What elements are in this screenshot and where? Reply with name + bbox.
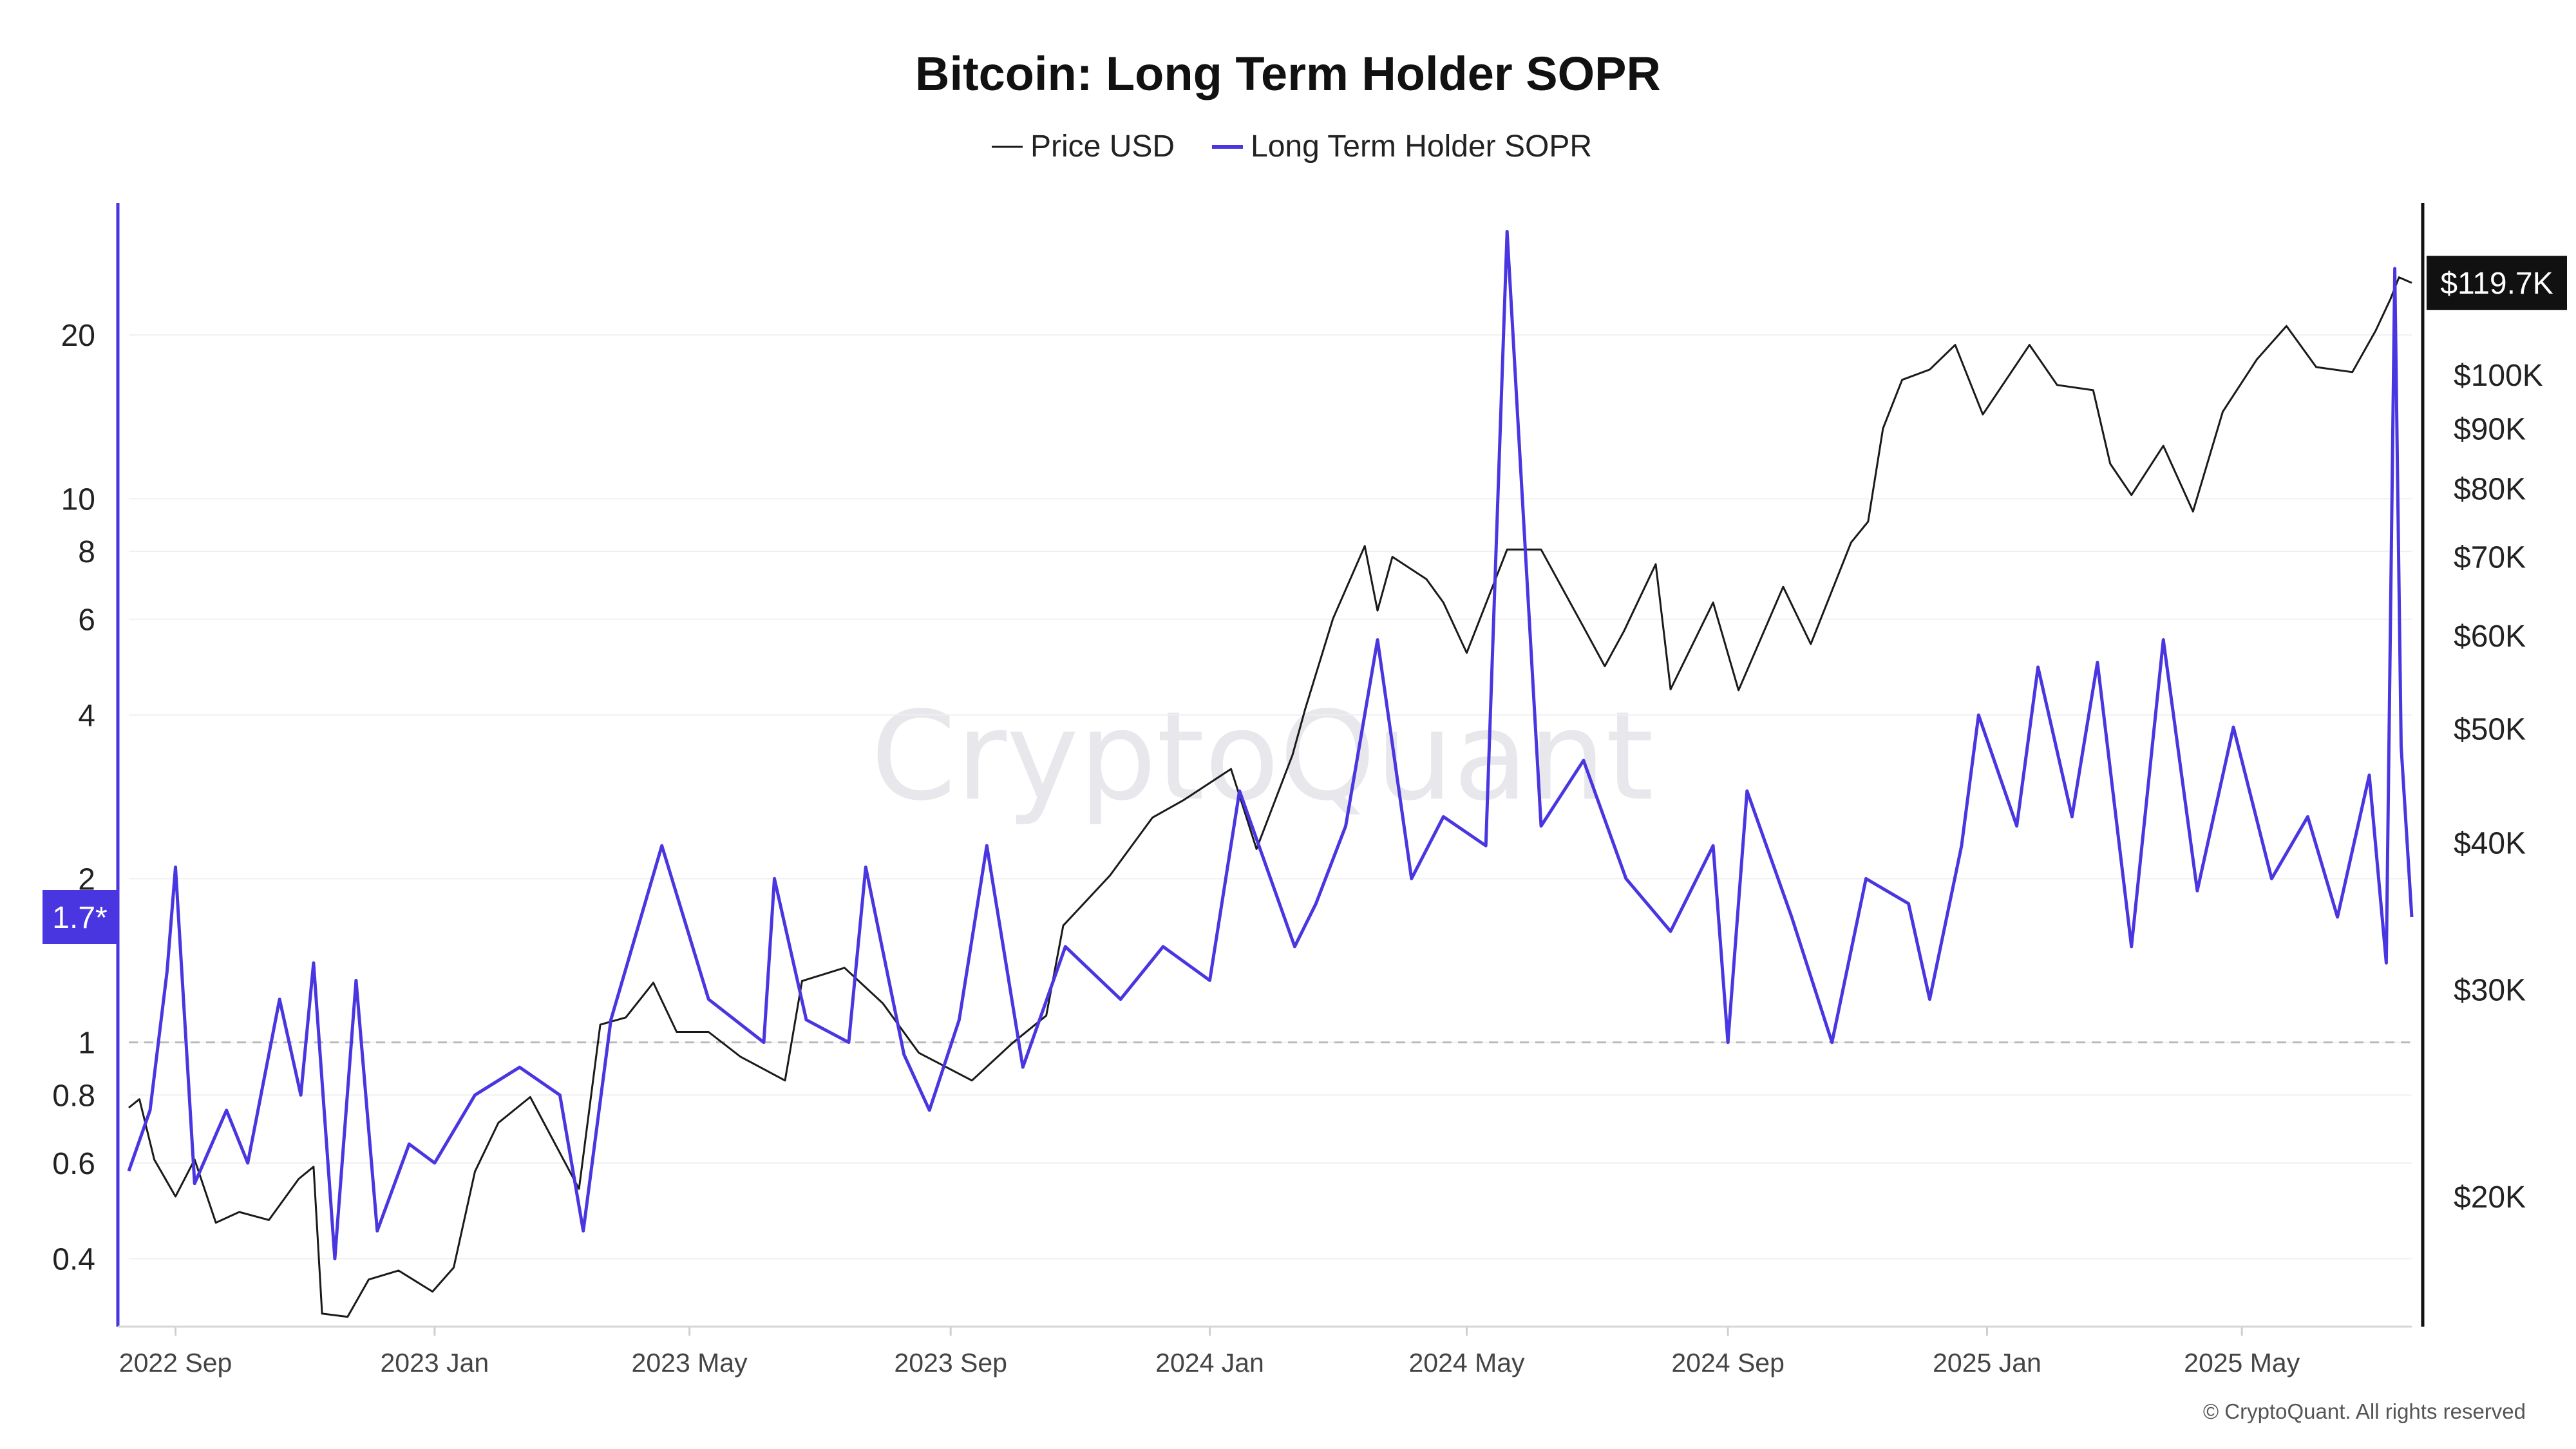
left-axis-tick-label: 0.6 [52,1147,95,1181]
left-axis-tick-label: 0.8 [52,1079,95,1113]
right-axis-tick-label: $60K [2454,620,2526,654]
x-axis-tick-label: 2024 Sep [1671,1348,1785,1378]
x-axis-tick-label: 2025 Jan [1933,1348,2041,1378]
right-axis-tick-label: $100K [2454,359,2543,393]
last-price-badge [2427,256,2567,310]
left-axis-tick-label: 6 [78,603,95,638]
series-line-price-usd [128,276,2412,1318]
badge-layer: $119.7K 1.7* [43,256,2567,945]
x-axis-tick-label: 2024 May [1409,1348,1526,1378]
gridlines [129,334,2412,1260]
x-axis-tick-label: 2023 May [632,1348,748,1378]
right-axis-tick-label: $20K [2454,1180,2526,1215]
legend-label-price: Price USD [1030,129,1175,164]
x-axis-tick-label: 2023 Sep [894,1348,1007,1378]
x-axis-tick-label: 2023 Jan [381,1348,489,1378]
left-axis-tick-label: 0.4 [52,1243,95,1277]
copyright-text: © CryptoQuant. All rights reserved [2203,1399,2526,1423]
chart-title: Bitcoin: Long Term Holder SOPR [915,47,1661,100]
legend-label-sopr: Long Term Holder SOPR [1251,129,1592,164]
right-axis-tick-label: $90K [2454,412,2526,446]
legend: Price USD Long Term Holder SOPR [992,129,1592,164]
watermark: CryptoQuant [871,685,1654,828]
right-axis-tick-label: $50K [2454,712,2526,746]
series-layer [127,230,2414,1318]
left-axis-tick-label: 1 [78,1027,95,1061]
last-sopr-badge-label: 1.7* [52,901,107,935]
right-axis-ticks: $20K $30K $40K $50K $60K $70K $80K $90K $100K [2454,359,2543,1215]
left-axis-tick-label: 8 [78,535,95,569]
left-axis-tick-label: 10 [61,482,95,516]
x-axis-tick-label: 2022 Sep [119,1348,232,1378]
x-axis-tick-label: 2024 Jan [1155,1348,1264,1378]
x-axis-tick-label: 2025 May [2184,1348,2300,1378]
last-sopr-badge [43,890,117,945]
left-axis-tick-label: 20 [61,319,95,353]
left-axis-tick-label: 4 [78,699,95,733]
x-axis-ticks: 2022 Sep 2023 Jan 2023 May 2023 Sep 2024 Jan… [119,1327,2300,1378]
right-axis-tick-label: $80K [2454,473,2526,507]
series-line-long-term-holder-sopr [127,230,2414,1260]
right-axis-tick-label: $40K [2454,826,2526,860]
last-price-badge-label: $119.7K [2440,267,2553,301]
right-axis-tick-label: $30K [2454,973,2526,1007]
right-axis-tick-label: $70K [2454,541,2526,575]
